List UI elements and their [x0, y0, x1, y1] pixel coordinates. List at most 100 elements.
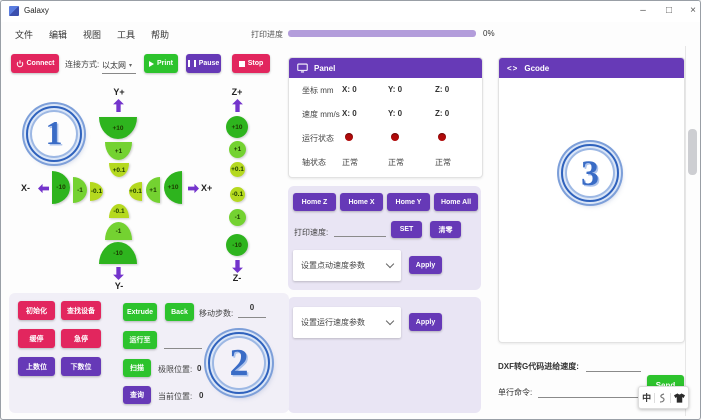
gcode-title: Gcode	[524, 63, 550, 73]
chevron-down-icon: ▾	[129, 62, 133, 69]
status-dot-x	[345, 133, 353, 141]
connect-button[interactable]: Connect	[11, 54, 59, 73]
speed-y: Y: 0	[388, 109, 403, 118]
jog-z-minus-01[interactable]: -0.1	[230, 187, 245, 202]
stop-button[interactable]: Stop	[232, 54, 270, 73]
print-speed-input[interactable]	[334, 222, 386, 237]
init-button[interactable]: 初始化	[18, 301, 55, 320]
connect-label: Connect	[26, 60, 55, 67]
home-z-button[interactable]: Home Z	[293, 193, 336, 211]
jog-z-plus-1[interactable]: +1	[229, 141, 246, 158]
close-icon[interactable]: ×	[690, 5, 696, 16]
z-plus-label: Z+	[231, 87, 243, 97]
set-button[interactable]: SET	[391, 221, 422, 238]
menu-help[interactable]: 帮助	[151, 30, 170, 40]
axis-status-x: 正常	[342, 158, 358, 167]
estop-button[interactable]: 急停	[61, 329, 101, 348]
chevron-down-icon	[385, 316, 395, 326]
lower-pos-button[interactable]: 下数位	[61, 357, 101, 376]
ime-divider	[654, 392, 656, 403]
jog-y-plus-10[interactable]: +10	[99, 117, 137, 139]
jog-y-plus-01[interactable]: +0.1	[109, 163, 129, 177]
speed-label: 速度 mm/s	[302, 110, 340, 119]
steps-input[interactable]: 0	[238, 303, 266, 318]
home-y-button[interactable]: Home Y	[387, 193, 430, 211]
y-plus-label: Y+	[113, 87, 125, 97]
jog-y-minus-10[interactable]: -10	[99, 242, 137, 264]
slow-stop-button[interactable]: 缓停	[18, 329, 55, 348]
jog-speed-select[interactable]: 设置点动速度参数	[293, 250, 401, 281]
limit-label: 极限位置:	[158, 365, 193, 374]
find-device-button[interactable]: 查找设备	[61, 301, 101, 320]
ime-mode-toggle[interactable]: 中	[642, 393, 652, 403]
run-speed-select[interactable]: 设置运行速度参数	[293, 307, 401, 338]
run-status-label: 运行状态	[302, 134, 334, 143]
jog-x-minus-1[interactable]: -1	[73, 177, 87, 203]
arrow-left-icon	[38, 183, 49, 194]
scan-button[interactable]: 扫描	[123, 359, 151, 377]
upper-pos-button[interactable]: 上数位	[18, 357, 55, 376]
jog-y-minus-1[interactable]: -1	[105, 222, 132, 240]
jog-z-minus-1[interactable]: -1	[229, 209, 246, 226]
status-dot-y	[391, 133, 399, 141]
jog-z-plus-10[interactable]: +10	[226, 116, 248, 138]
jog-x-plus-01[interactable]: +0.1	[129, 182, 142, 201]
ime-divider	[669, 392, 671, 403]
minimize-icon[interactable]: –	[640, 5, 646, 16]
dxf-speed-input[interactable]	[586, 357, 641, 372]
ime-skin-icon[interactable]	[673, 392, 685, 403]
ime-squiggle-icon[interactable]	[658, 392, 666, 403]
watermark-3: 3	[561, 144, 619, 202]
jog-z-plus-01[interactable]: +0.1	[230, 162, 245, 177]
menu-view[interactable]: 视图	[83, 30, 102, 40]
arrow-up-icon	[113, 99, 124, 112]
menu-edit[interactable]: 编辑	[49, 30, 68, 40]
code-icon: <>	[507, 63, 519, 73]
z-minus-label: Z-	[232, 273, 242, 283]
jog-y-plus-1[interactable]: +1	[105, 142, 132, 160]
run-to-button[interactable]: 运行至	[123, 331, 157, 349]
monitor-icon	[297, 63, 308, 73]
single-cmd-input[interactable]	[538, 383, 639, 398]
jog-z-minus-10[interactable]: -10	[226, 234, 248, 256]
panel-header: Panel	[289, 58, 482, 78]
run-to-input[interactable]	[164, 335, 202, 349]
arrow-right-icon	[188, 183, 199, 194]
clear-button[interactable]: 清零	[430, 221, 461, 238]
conn-mode-select[interactable]: 以太网 ▾	[102, 57, 136, 74]
y-minus-label: Y-	[114, 281, 124, 291]
window-title: Galaxy	[24, 6, 49, 15]
home-x-button[interactable]: Home X	[340, 193, 383, 211]
gcode-panel: <> Gcode 3	[498, 57, 685, 343]
print-button[interactable]: Print	[144, 54, 178, 73]
gcode-header: <> Gcode	[499, 58, 684, 78]
coord-y: Y: 0	[388, 85, 403, 94]
ime-toolbar[interactable]: 中	[638, 386, 689, 409]
steps-label: 移动步数:	[199, 309, 234, 318]
home-card: Home Z Home X Home Y Home All 打印速度: SET …	[288, 186, 481, 290]
axis-status-label: 轴状态	[302, 158, 326, 167]
query-button[interactable]: 查询	[123, 386, 151, 404]
menu-tools[interactable]: 工具	[117, 30, 136, 40]
x-plus-label: X+	[201, 183, 213, 193]
axis-status-y: 正常	[388, 158, 404, 167]
title-bar: Galaxy – □ ×	[1, 1, 700, 22]
print-speed-label: 打印速度:	[294, 228, 329, 237]
x-minus-label: X-	[21, 183, 30, 193]
home-all-button[interactable]: Home All	[434, 193, 478, 211]
pause-button[interactable]: Pause	[186, 54, 221, 73]
jog-x-minus-10[interactable]: -10	[52, 171, 70, 204]
back-button[interactable]: Back	[165, 303, 194, 321]
jog-speed-apply-button[interactable]: Apply	[409, 256, 442, 274]
extrude-button[interactable]: Extrude	[123, 303, 157, 321]
scrollbar-thumb[interactable]	[688, 129, 697, 175]
menu-file[interactable]: 文件	[15, 30, 34, 40]
run-speed-apply-button[interactable]: Apply	[409, 313, 442, 331]
jog-x-minus-01[interactable]: -0.1	[90, 182, 103, 201]
jog-y-minus-01[interactable]: -0.1	[109, 204, 129, 218]
jog-x-plus-10[interactable]: +10	[164, 171, 182, 204]
conn-mode-label: 连接方式:	[65, 60, 100, 69]
maximize-icon[interactable]: □	[665, 5, 673, 16]
jog-x-plus-1[interactable]: +1	[146, 177, 160, 203]
power-icon	[16, 59, 23, 67]
